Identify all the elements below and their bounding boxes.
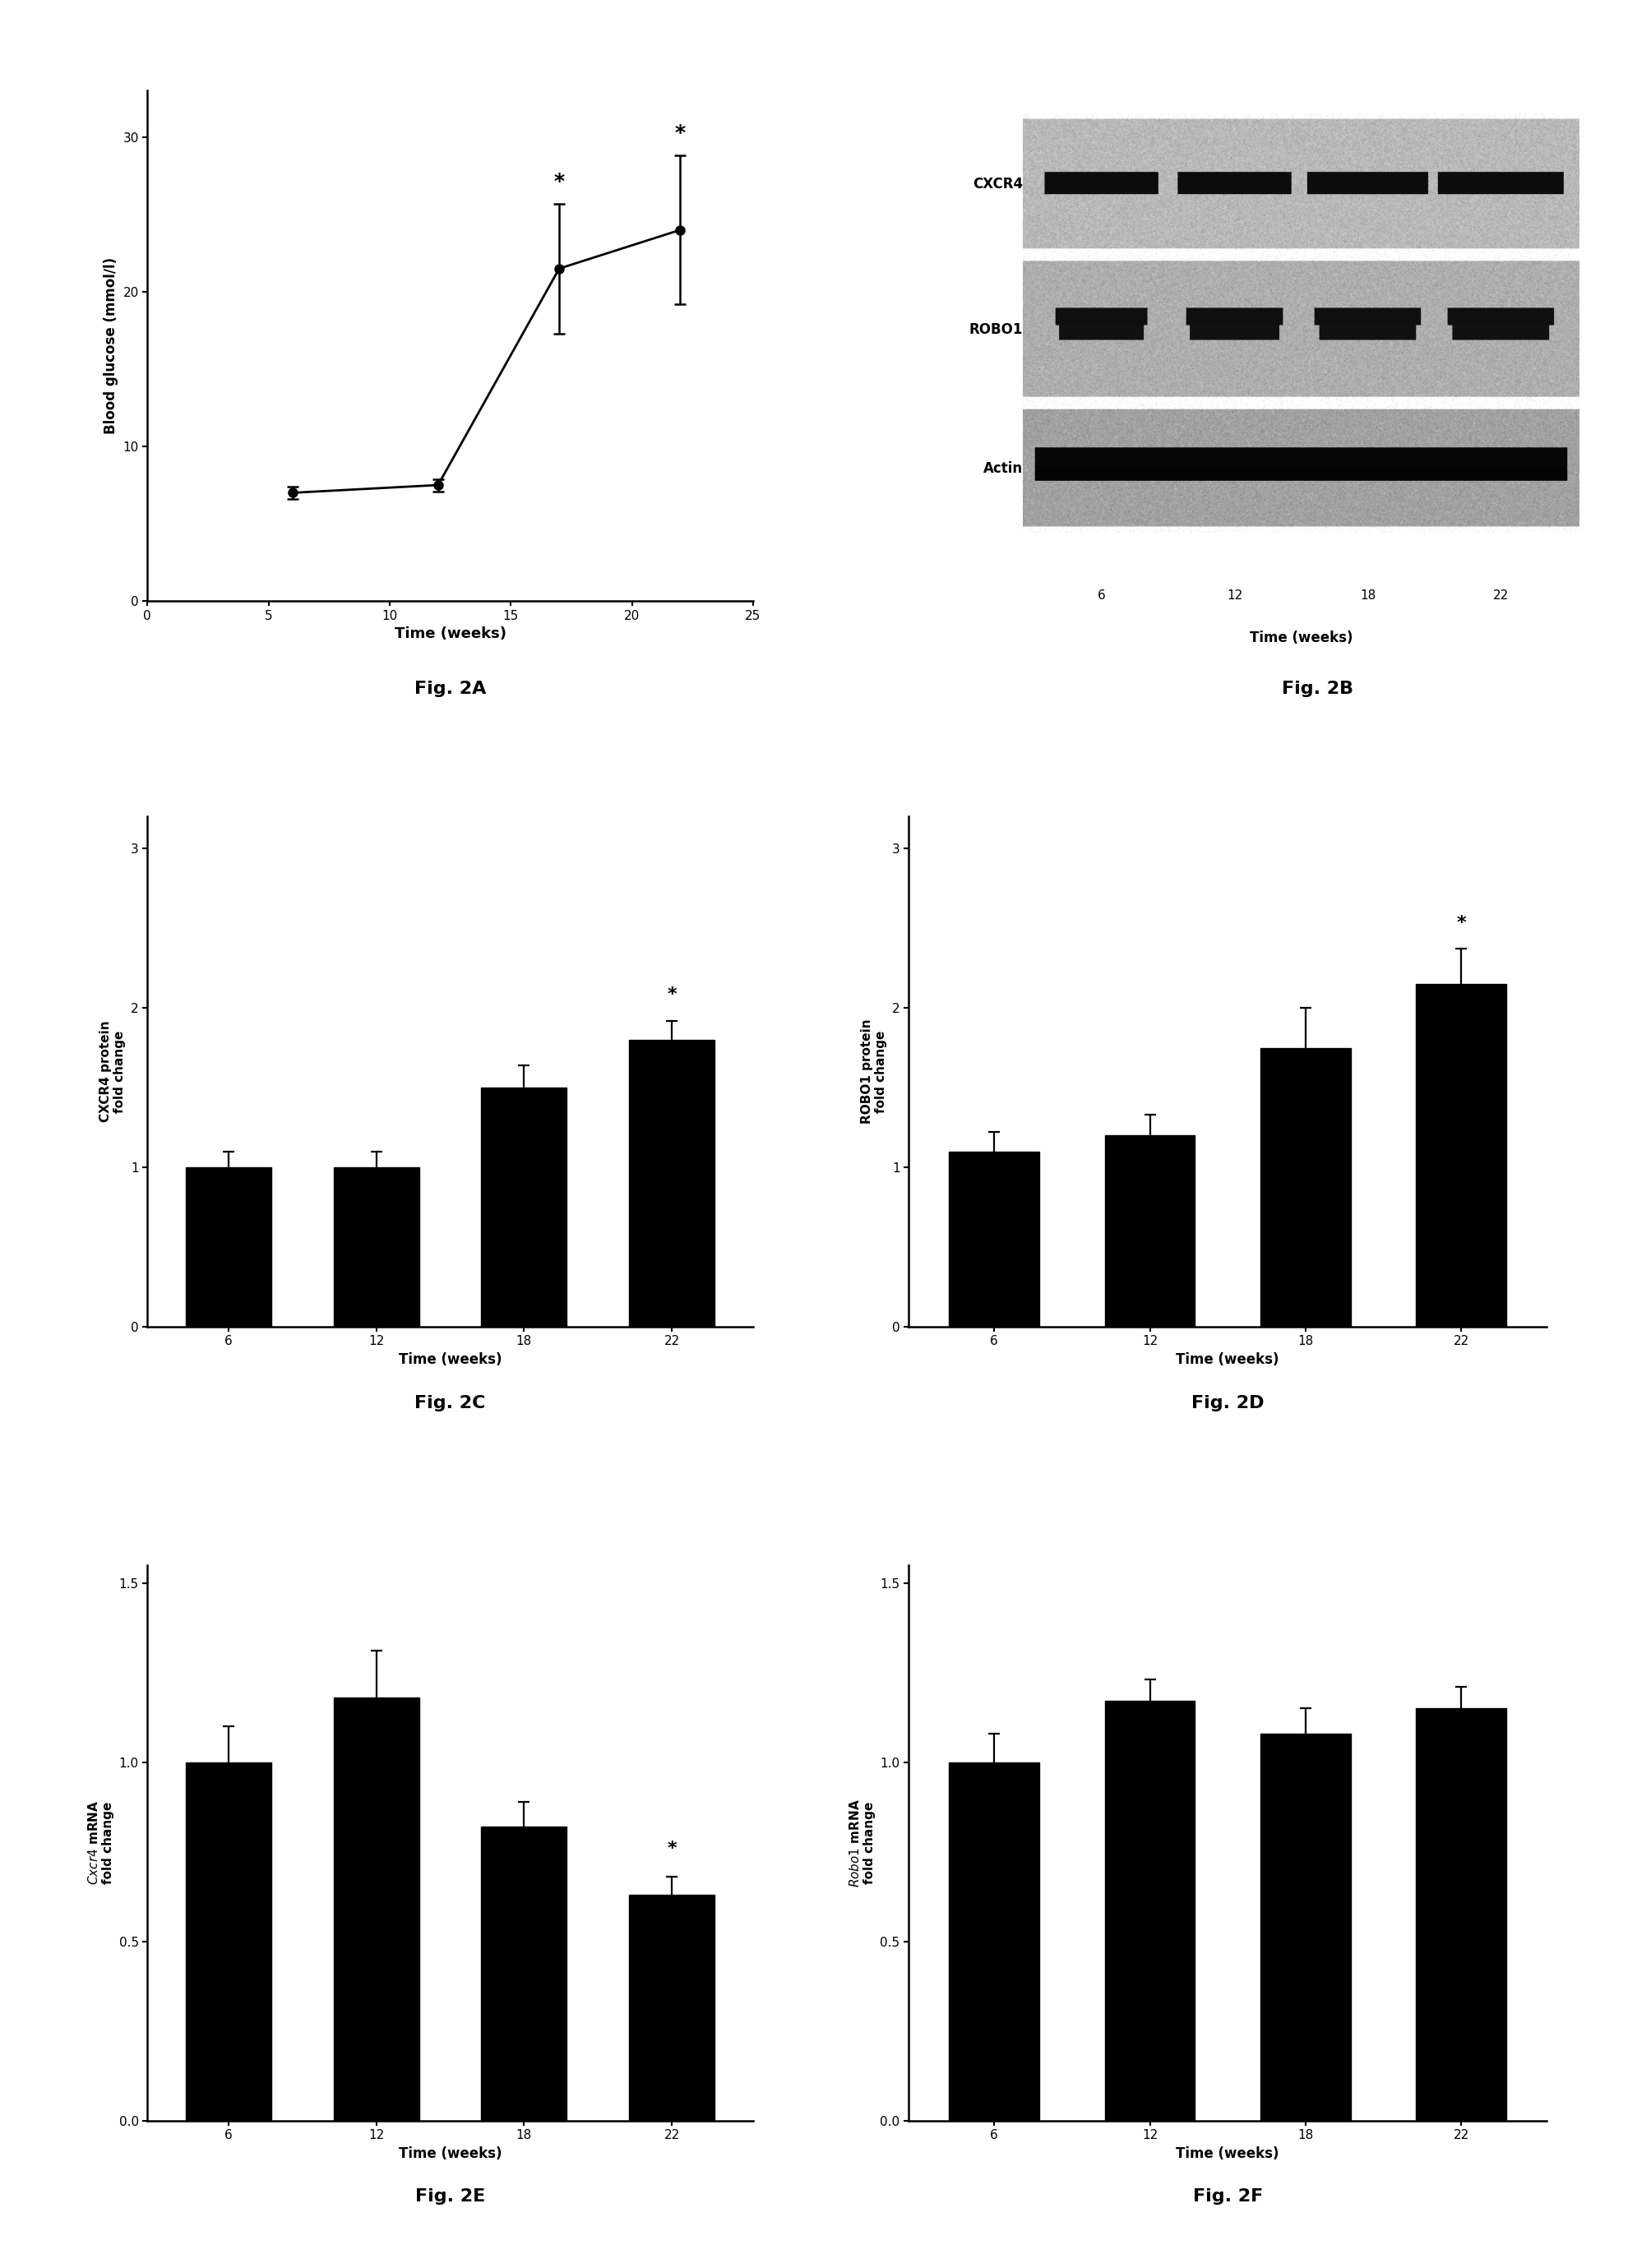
- X-axis label: Time (weeks): Time (weeks): [398, 2146, 503, 2161]
- Text: Fig. 2F: Fig. 2F: [1193, 2189, 1262, 2204]
- Text: 18: 18: [1360, 590, 1375, 601]
- Text: Fig. 2E: Fig. 2E: [416, 2189, 485, 2204]
- Bar: [629, 1039, 715, 1327]
- X-axis label: Time (weeks): Time (weeks): [1175, 2146, 1280, 2161]
- X-axis label: Time (weeks): Time (weeks): [1175, 1352, 1280, 1368]
- Text: *: *: [1457, 914, 1467, 930]
- Bar: [334, 1168, 419, 1327]
- Text: Fig. 2C: Fig. 2C: [414, 1395, 486, 1411]
- Text: Fig. 2A: Fig. 2A: [414, 680, 486, 696]
- Bar: [949, 1152, 1039, 1327]
- Text: Time (weeks): Time (weeks): [1249, 631, 1354, 646]
- Text: Fig. 2D: Fig. 2D: [1192, 1395, 1264, 1411]
- Text: CXCR4: CXCR4: [972, 177, 1023, 193]
- Text: *: *: [666, 987, 676, 1002]
- Text: Fig. 2B: Fig. 2B: [1282, 680, 1354, 696]
- X-axis label: Time (weeks): Time (weeks): [398, 1352, 503, 1368]
- Y-axis label: $\it{Cxcr4}$ mRNA
fold change: $\it{Cxcr4}$ mRNA fold change: [87, 1801, 115, 1885]
- Y-axis label: ROBO1 protein
fold change: ROBO1 protein fold change: [861, 1018, 887, 1125]
- Y-axis label: Blood glucose (mmol/l): Blood glucose (mmol/l): [103, 259, 118, 433]
- Text: ROBO1: ROBO1: [969, 322, 1023, 336]
- Bar: [1105, 1136, 1195, 1327]
- Bar: [949, 1762, 1039, 2121]
- Y-axis label: $\it{Robo1}$ mRNA
fold change: $\it{Robo1}$ mRNA fold change: [848, 1799, 876, 1887]
- Y-axis label: CXCR4 protein
fold change: CXCR4 protein fold change: [100, 1021, 126, 1123]
- Bar: [1260, 1733, 1351, 2121]
- Text: 22: 22: [1493, 590, 1509, 601]
- Bar: [1260, 1048, 1351, 1327]
- Bar: [185, 1762, 272, 2121]
- Text: *: *: [553, 172, 565, 191]
- Bar: [334, 1696, 419, 2121]
- Bar: [1416, 984, 1506, 1327]
- Text: *: *: [666, 1842, 676, 1857]
- Bar: [185, 1168, 272, 1327]
- Bar: [629, 1894, 715, 2121]
- Bar: [1105, 1701, 1195, 2121]
- Bar: [1416, 1708, 1506, 2121]
- Bar: [481, 1826, 566, 2121]
- Text: *: *: [674, 122, 686, 143]
- Text: 12: 12: [1228, 590, 1242, 601]
- Bar: [481, 1089, 566, 1327]
- X-axis label: Time (weeks): Time (weeks): [395, 626, 506, 642]
- Text: Actin: Actin: [984, 460, 1023, 476]
- Text: 6: 6: [1098, 590, 1105, 601]
